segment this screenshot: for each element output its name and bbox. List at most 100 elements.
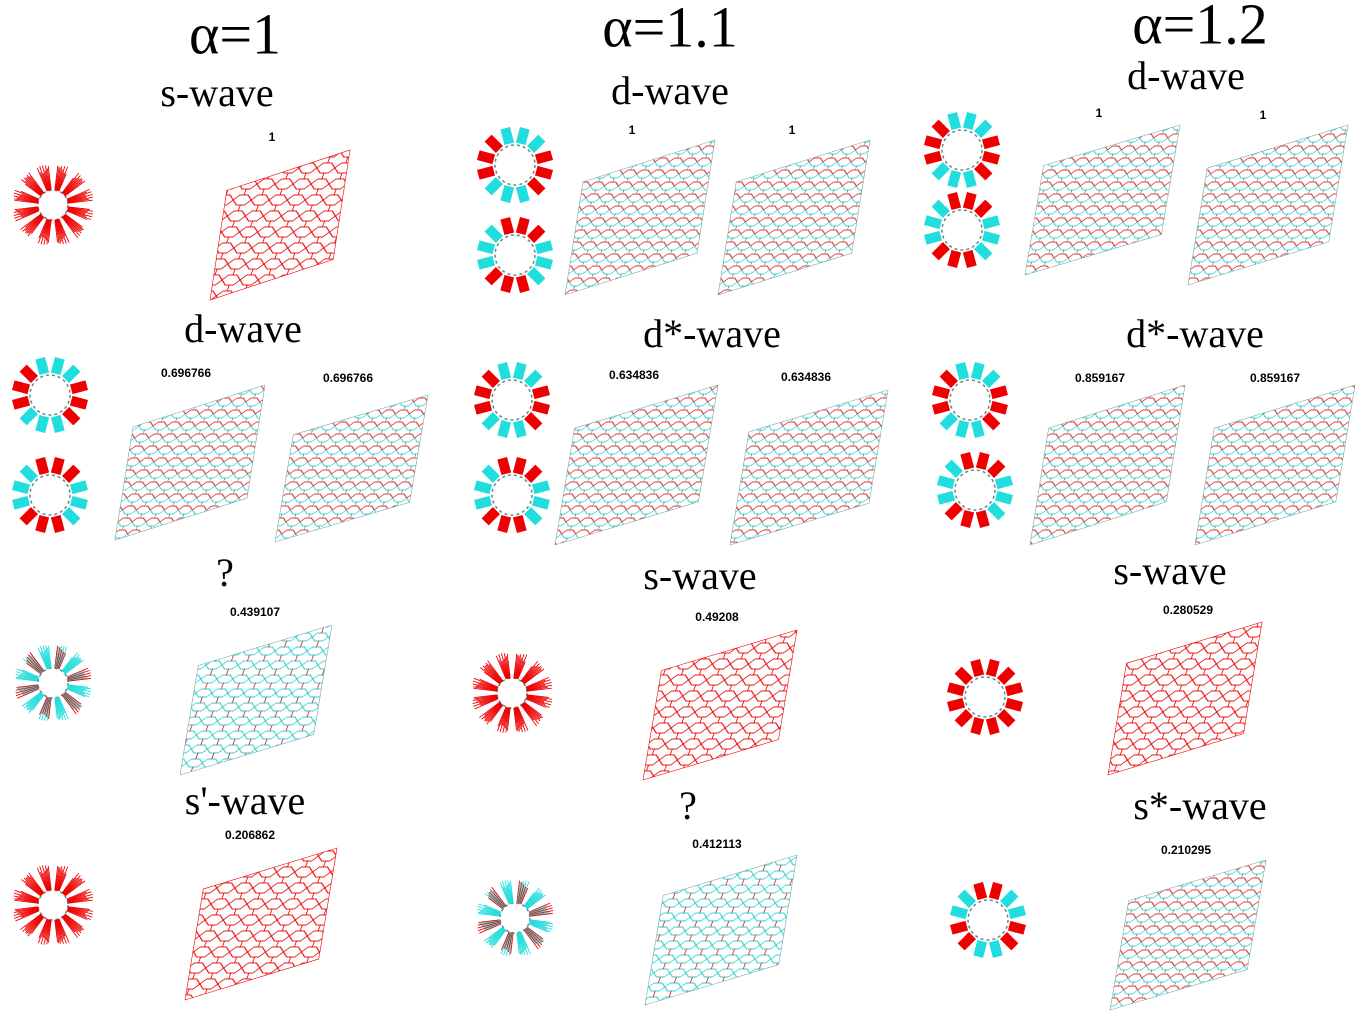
overlap-value: 0.634836 xyxy=(781,370,831,384)
ring-spike xyxy=(55,166,63,191)
ring-spike xyxy=(16,678,39,682)
ring-spike xyxy=(529,908,547,915)
ring-spike xyxy=(480,910,501,916)
ring-spike xyxy=(519,931,527,949)
ring-block xyxy=(500,217,515,236)
ring-glyph xyxy=(13,165,94,245)
ring-block xyxy=(975,509,990,528)
ring-spike xyxy=(67,196,94,203)
ring-block xyxy=(477,165,496,180)
ring-spike xyxy=(67,206,90,210)
ring-spike xyxy=(54,697,60,720)
ring-spike xyxy=(529,910,554,916)
ring-block xyxy=(960,509,975,528)
ring-spike xyxy=(56,919,64,945)
ring-block xyxy=(69,480,88,495)
ring-spike xyxy=(63,878,80,895)
ring-spike xyxy=(57,166,69,192)
ring-spike xyxy=(67,894,86,902)
ring-spike xyxy=(24,214,42,228)
ring-spike xyxy=(66,188,90,200)
ring-spike xyxy=(481,920,501,927)
ring-spike xyxy=(485,927,504,944)
ring-spike xyxy=(67,675,86,681)
ring-block xyxy=(997,709,1016,728)
ring-spike xyxy=(41,697,49,715)
ring-spike xyxy=(46,868,52,891)
ring-spike xyxy=(57,872,65,891)
ring-spike xyxy=(521,704,535,721)
ring-spike xyxy=(15,210,40,222)
ring-spike xyxy=(488,894,504,909)
ring-block xyxy=(512,419,527,438)
ring-block xyxy=(962,169,977,188)
ring-spike xyxy=(16,197,39,203)
ring-spike xyxy=(19,908,39,916)
ring-spike xyxy=(67,208,86,215)
ring-spike xyxy=(62,916,76,933)
ring-block xyxy=(955,419,970,438)
ring-spike xyxy=(525,697,550,708)
ring-glyph xyxy=(12,357,88,433)
ring-spike xyxy=(54,865,59,891)
ring-spike xyxy=(498,654,508,679)
ring-spike xyxy=(43,919,50,939)
ring-glyph xyxy=(477,880,554,956)
ring-spike xyxy=(480,697,499,706)
ring-spike xyxy=(526,927,545,943)
ring-spike xyxy=(17,207,39,214)
ring-block xyxy=(62,407,81,426)
ring-spike xyxy=(67,907,93,915)
ring-spike xyxy=(48,645,52,669)
ring-spike xyxy=(522,665,541,684)
ring-spike xyxy=(62,875,81,895)
ring-spike xyxy=(484,904,502,913)
ring-glyph xyxy=(477,127,553,203)
ring-spike xyxy=(27,216,44,237)
ring-spike xyxy=(17,688,40,699)
ring-block xyxy=(515,274,530,293)
ring-spike xyxy=(29,876,44,894)
ring-spike xyxy=(18,675,39,681)
ring-spike xyxy=(17,684,39,690)
ring-block xyxy=(512,457,527,476)
ring-block xyxy=(994,475,1013,490)
ring-block xyxy=(531,495,550,510)
ring-spike xyxy=(64,692,81,708)
ring-spike xyxy=(477,908,501,916)
ring-block xyxy=(931,199,950,218)
ring-spike xyxy=(499,707,509,733)
ring-spike xyxy=(529,912,550,917)
ring-glyph xyxy=(947,659,1023,735)
ring-block xyxy=(484,267,503,286)
ring-spike xyxy=(61,216,79,239)
ring-spike xyxy=(57,218,66,237)
ring-spike xyxy=(526,682,545,690)
ring-spike xyxy=(515,707,523,733)
ring-spike xyxy=(64,880,86,897)
ring-block xyxy=(937,475,956,490)
ring-spike xyxy=(67,896,94,903)
ring-spike xyxy=(54,219,59,243)
ring-spike xyxy=(25,656,43,674)
ring-spike xyxy=(473,686,498,692)
ring-spike xyxy=(495,655,507,680)
ring-spike xyxy=(488,891,505,908)
ring-glyph xyxy=(15,645,92,721)
ring-spike xyxy=(477,911,501,917)
ring-spike xyxy=(478,903,502,914)
ring-spike xyxy=(484,893,504,909)
ring-spike xyxy=(479,678,499,688)
overlap-value: 1 xyxy=(1096,106,1103,120)
ring-spike xyxy=(515,653,525,679)
ring-spike xyxy=(67,684,92,690)
ring-glyph xyxy=(937,452,1013,528)
ring-spike xyxy=(501,931,510,950)
ring-spike xyxy=(500,653,509,679)
ring-spike xyxy=(47,865,52,891)
ring-spike xyxy=(487,660,504,682)
ring-block xyxy=(35,357,50,376)
ring-spike xyxy=(47,219,52,243)
ring-block xyxy=(947,112,962,131)
ring-spike xyxy=(524,928,540,944)
